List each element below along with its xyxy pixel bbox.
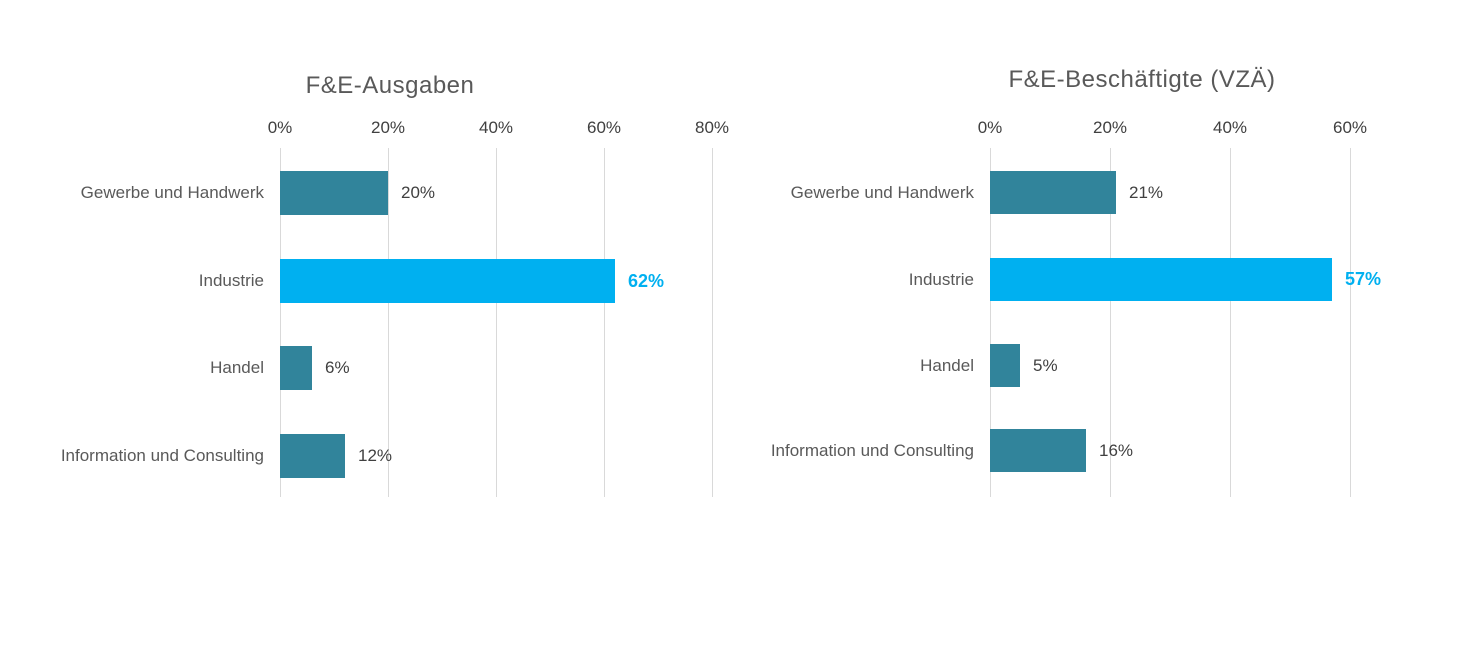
gridline (1350, 148, 1351, 497)
category-label: Industrie (198, 271, 264, 290)
category-label: Gewerbe und Handwerk (80, 183, 264, 202)
bar (990, 428, 1086, 472)
value-label: 20% (401, 183, 436, 202)
bar-highlighted (990, 257, 1332, 301)
value-label: 6% (325, 358, 350, 377)
gridline (280, 148, 281, 497)
value-label: 62% (628, 271, 665, 291)
bar-highlighted (280, 259, 615, 303)
gridline (712, 148, 713, 497)
bar (280, 171, 388, 215)
gridline (1230, 148, 1231, 497)
category-label: Information und Consulting (60, 446, 264, 465)
category-label: Information und Consulting (770, 440, 974, 460)
gridline (1110, 148, 1111, 497)
gridline (496, 148, 497, 497)
x-tick-label: 20% (1092, 118, 1128, 137)
x-tick-label: 60% (1332, 118, 1368, 137)
gridline (990, 148, 991, 497)
bar (990, 343, 1020, 387)
category-label: Handel (210, 358, 264, 377)
x-tick-label: 40% (478, 118, 514, 137)
value-label: 21% (1129, 182, 1164, 202)
chart-title: F&E-Ausgaben (305, 72, 475, 99)
category-label: Industrie (908, 269, 974, 289)
value-label: 5% (1033, 355, 1058, 375)
x-tick-label: 80% (694, 118, 730, 137)
value-label: 16% (1099, 440, 1134, 460)
x-tick-label: 0% (977, 118, 1003, 137)
bar (280, 434, 345, 478)
value-label: 57% (1345, 268, 1382, 289)
gridline (388, 148, 389, 497)
chart-title: F&E-Beschäftigte (VZÄ) (1008, 66, 1276, 93)
x-tick-label: 0% (267, 118, 293, 137)
category-label: Gewerbe und Handwerk (790, 182, 974, 202)
bar (280, 346, 312, 390)
gridline (604, 148, 605, 497)
bar (990, 170, 1116, 214)
x-tick-label: 60% (586, 118, 622, 137)
x-tick-label: 40% (1212, 118, 1248, 137)
x-tick-label: 20% (370, 118, 406, 137)
value-label: 12% (358, 446, 393, 465)
category-label: Handel (920, 355, 974, 375)
